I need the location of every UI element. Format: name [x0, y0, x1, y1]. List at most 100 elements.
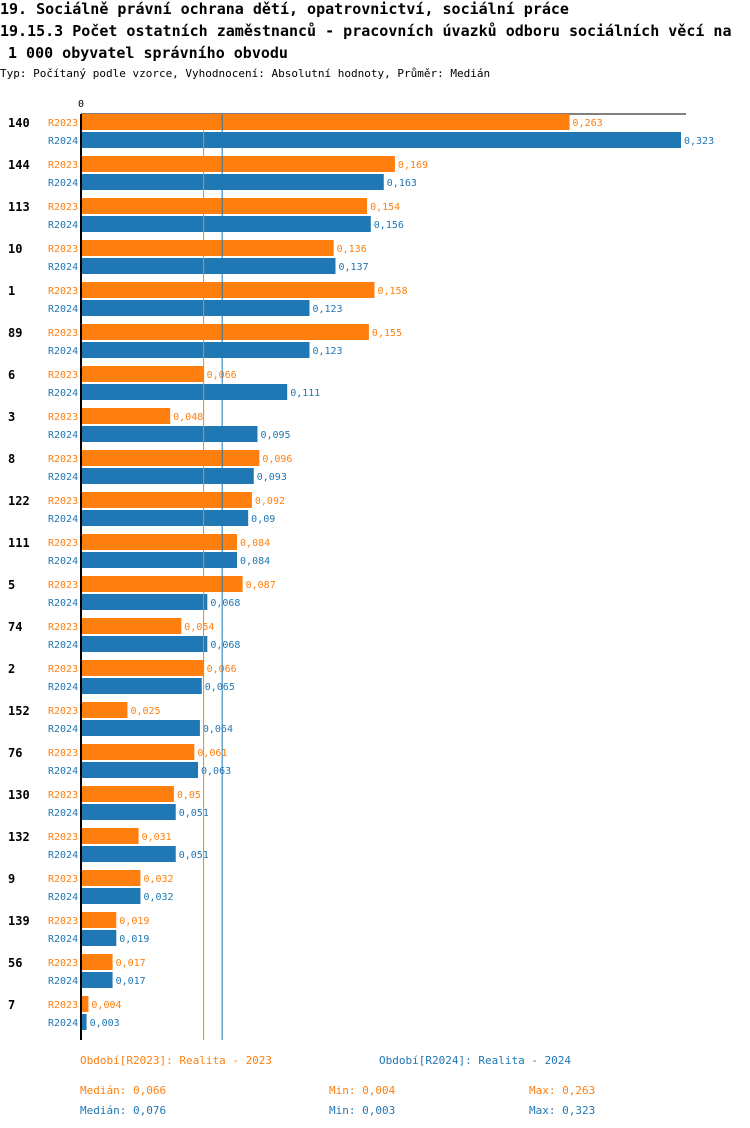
category-label: 2 [8, 662, 15, 676]
series-label: R2024 [48, 220, 78, 231]
category-label: 130 [8, 788, 30, 802]
category-label: 74 [8, 620, 22, 634]
series-label: R2023 [48, 118, 78, 129]
bar-r2023 [81, 198, 368, 214]
bar-r2023 [81, 114, 570, 130]
series-label: R2023 [48, 370, 78, 381]
bar-r2024 [81, 636, 208, 652]
value-label: 0,017 [116, 976, 146, 987]
series-label: R2024 [48, 766, 78, 777]
category-label: 1 [8, 284, 15, 298]
value-label: 0,087 [246, 580, 276, 591]
category-label: 9 [8, 872, 15, 886]
bar-r2023 [81, 408, 171, 424]
bar-r2024 [81, 1014, 87, 1030]
category-label: 5 [8, 578, 15, 592]
value-label: 0,323 [684, 136, 714, 147]
bar-r2023 [81, 324, 369, 340]
value-label: 0,068 [210, 598, 240, 609]
value-label: 0,048 [173, 412, 203, 423]
series-label: R2024 [48, 136, 78, 147]
legend-period-2023: Období[R2023]: Realita - 2023 [80, 1054, 273, 1067]
series-label: R2023 [48, 958, 78, 969]
series-label: R2023 [48, 664, 78, 675]
category-label: 113 [8, 200, 30, 214]
series-label: R2023 [48, 916, 78, 927]
series-label: R2024 [48, 304, 78, 315]
value-label: 0,019 [119, 934, 149, 945]
series-label: R2023 [48, 538, 78, 549]
bar-r2024 [81, 384, 288, 400]
bar-r2023 [81, 366, 204, 382]
series-label: R2024 [48, 682, 78, 693]
bar-r2024 [81, 174, 384, 190]
legend-period-2024: Období[R2024]: Realita - 2024 [379, 1054, 572, 1067]
value-label: 0,169 [398, 160, 428, 171]
series-label: R2023 [48, 160, 78, 171]
value-label: 0,123 [312, 304, 342, 315]
value-label: 0,064 [203, 724, 233, 735]
series-label: R2023 [48, 496, 78, 507]
value-label: 0,096 [262, 454, 292, 465]
series-label: R2024 [48, 514, 78, 525]
series-label: R2024 [48, 598, 78, 609]
chart-title-line2: 19.15.3 Počet ostatních zaměstnanců - pr… [0, 22, 732, 40]
value-label: 0,061 [197, 748, 227, 759]
category-label: 111 [8, 536, 30, 550]
category-label: 140 [8, 116, 30, 130]
category-label: 10 [8, 242, 22, 256]
series-label: R2024 [48, 556, 78, 567]
series-label: R2023 [48, 244, 78, 255]
bar-r2023 [81, 450, 260, 466]
value-label: 0,158 [377, 286, 407, 297]
axis-zero-label: 0 [78, 99, 84, 110]
min-2024-label: Min: 0,003 [329, 1104, 396, 1117]
category-label: 76 [8, 746, 22, 760]
bar-r2023 [81, 240, 334, 256]
max-2023-label: Max: 0,263 [529, 1084, 596, 1097]
chart-title-line3: 1 000 obyvatel správního obvodu [8, 44, 288, 62]
category-label: 144 [8, 158, 30, 172]
bar-r2023 [81, 492, 252, 508]
series-label: R2023 [48, 832, 78, 843]
bar-r2023 [81, 954, 113, 970]
value-label: 0,051 [179, 850, 209, 861]
value-label: 0,051 [179, 808, 209, 819]
bar-r2023 [81, 912, 117, 928]
value-label: 0,066 [207, 664, 237, 675]
category-label: 132 [8, 830, 30, 844]
bar-r2023 [81, 828, 139, 844]
value-label: 0,156 [374, 220, 404, 231]
value-label: 0,004 [91, 1000, 121, 1011]
bar-r2024 [81, 762, 199, 778]
category-label: 3 [8, 410, 15, 424]
category-label: 152 [8, 704, 30, 718]
bar-r2024 [81, 216, 371, 232]
series-label: R2024 [48, 388, 78, 399]
value-label: 0,017 [116, 958, 146, 969]
series-label: R2024 [48, 262, 78, 273]
bar-r2023 [81, 744, 195, 760]
series-label: R2023 [48, 622, 78, 633]
bar-r2023 [81, 618, 182, 634]
value-label: 0,137 [338, 262, 368, 273]
value-label: 0,025 [130, 706, 160, 717]
median-2023-label: Medián: 0,066 [80, 1084, 167, 1097]
bar-r2023 [81, 870, 141, 886]
bar-r2024 [81, 720, 200, 736]
value-label: 0,084 [240, 538, 270, 549]
bar-r2024 [81, 930, 117, 946]
series-label: R2024 [48, 892, 78, 903]
value-label: 0,003 [90, 1018, 120, 1029]
bar-r2024 [81, 342, 310, 358]
category-label: 6 [8, 368, 15, 382]
category-label: 122 [8, 494, 30, 508]
bar-r2024 [81, 258, 336, 274]
median-2024-label: Medián: 0,076 [80, 1104, 167, 1117]
value-label: 0,065 [205, 682, 235, 693]
category-label: 56 [8, 956, 22, 970]
value-label: 0,09 [251, 514, 275, 525]
bar-r2024 [81, 426, 258, 442]
value-label: 0,263 [573, 118, 603, 129]
bar-r2023 [81, 660, 204, 676]
